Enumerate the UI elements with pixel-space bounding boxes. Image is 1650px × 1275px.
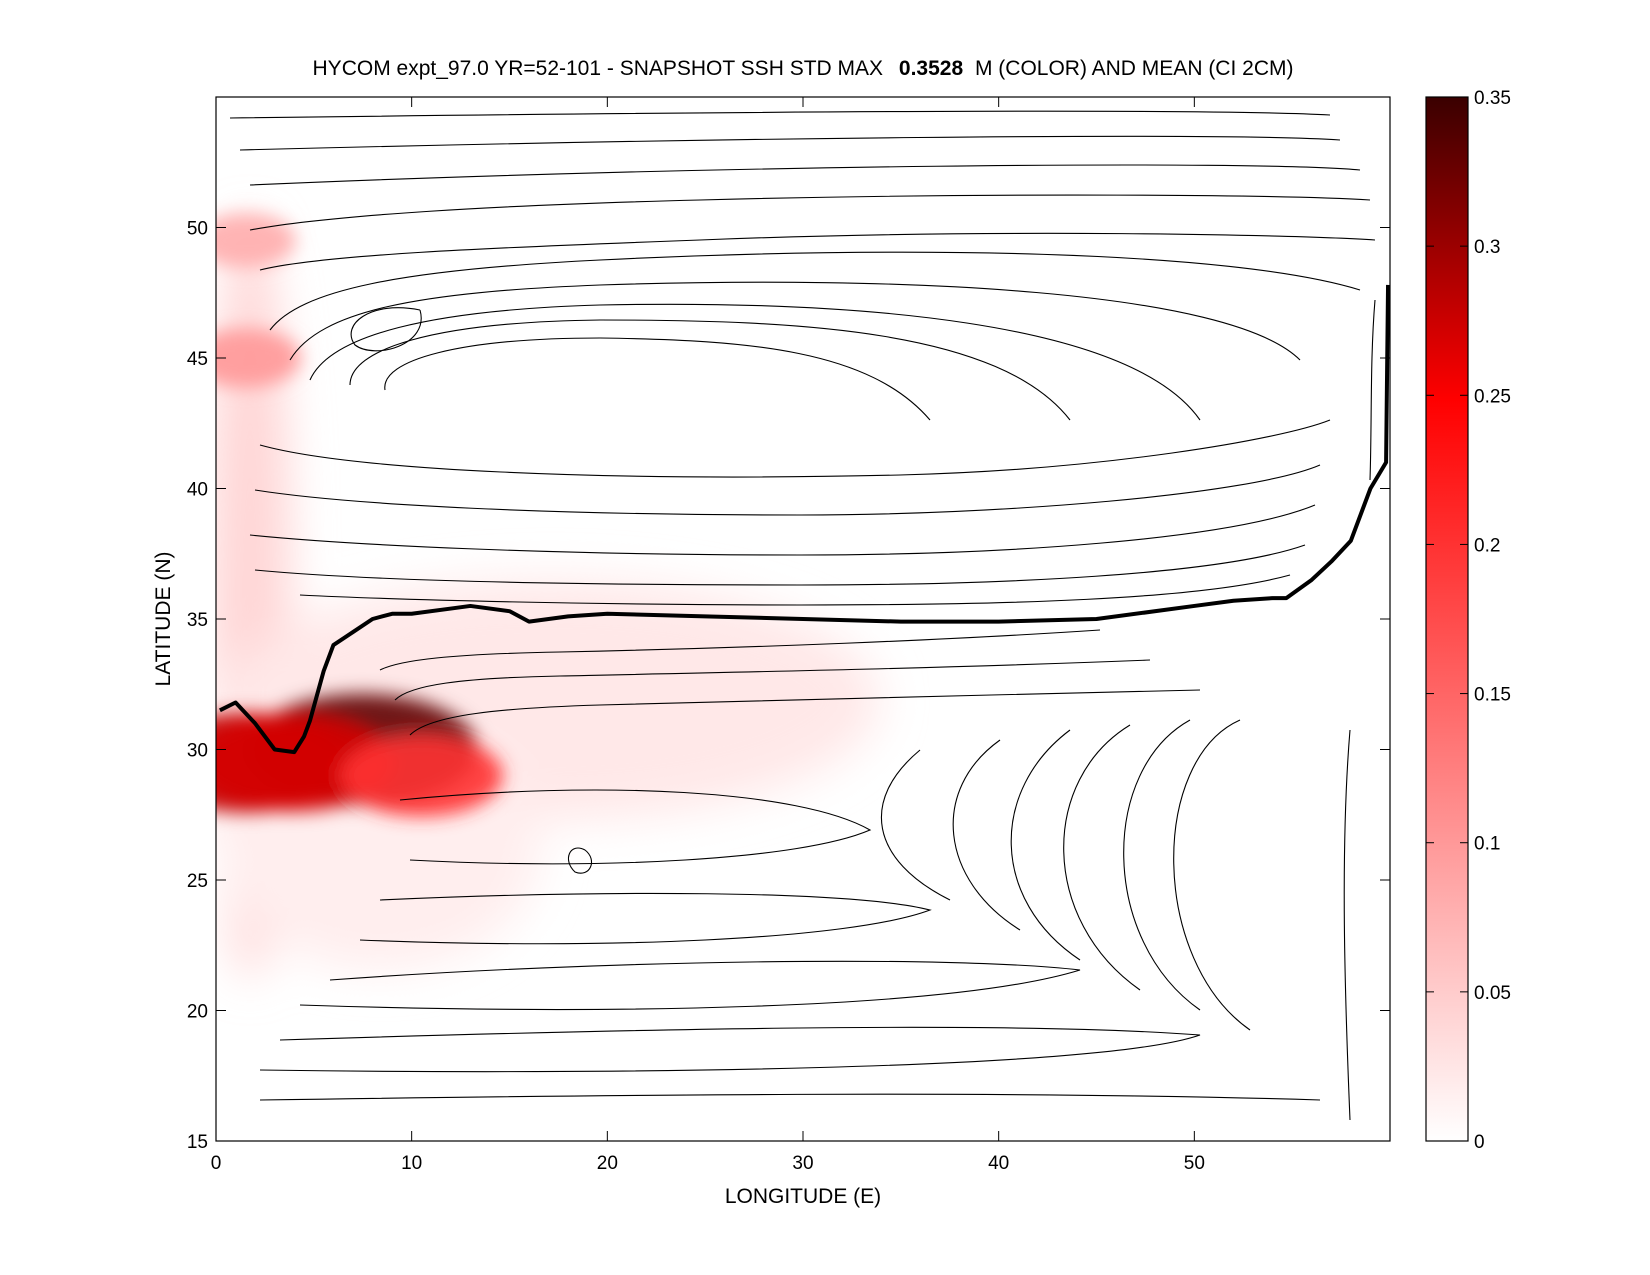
contour-line	[567, 847, 593, 874]
x-tick-label: 0	[211, 1153, 222, 1174]
y-axis: 15 20 25 30 35 40 45 50	[187, 219, 1390, 1153]
contour-line	[359, 892, 932, 945]
title-suffix: M (COLOR) AND MEAN (CI 2CM)	[975, 57, 1294, 80]
std-hotspots	[216, 213, 503, 817]
contour-line	[350, 307, 422, 352]
x-axis-label: LONGITUDE (E)	[725, 1185, 881, 1208]
y-tick-label: 15	[187, 1132, 208, 1153]
contour-line	[249, 504, 1316, 556]
colorbar-tick-label: 0.3	[1474, 237, 1500, 258]
contour-line	[254, 544, 1306, 586]
colorbar-ticks: 0 0.05 0.1 0.15 0.2 0.25 0.3 0.35	[1426, 88, 1511, 1153]
x-tick-label: 40	[988, 1153, 1009, 1174]
colorbar-tick-label: 0.05	[1474, 983, 1511, 1004]
contour-line	[269, 251, 1361, 331]
title-prefix: HYCOM expt_97.0 YR=52-101 - SNAPSHOT SSH…	[313, 57, 884, 80]
plot-area	[215, 96, 1391, 1142]
y-tick-label: 25	[187, 871, 208, 892]
contour-line	[289, 281, 1301, 361]
contour-line	[249, 194, 1371, 231]
chart-title: HYCOM expt_97.0 YR=52-101 - SNAPSHOT SSH…	[313, 57, 1294, 80]
contour-line	[952, 739, 1021, 931]
contour-line	[394, 659, 1151, 701]
contour-line	[309, 303, 1201, 421]
colorbar-tick-label: 0	[1474, 1132, 1485, 1153]
x-tick-label: 50	[1184, 1153, 1205, 1174]
contour-line	[259, 1026, 1201, 1073]
colorbar-tick-label: 0.25	[1474, 386, 1511, 407]
y-axis-label: LATITUDE (N)	[152, 552, 175, 687]
colorbar: 0 0.05 0.1 0.15 0.2 0.25 0.3 0.35	[1425, 88, 1511, 1153]
colorbar-gradient	[1425, 96, 1469, 1142]
y-tick-label: 40	[187, 480, 208, 501]
y-tick-label: 35	[187, 610, 208, 631]
contour-line	[299, 574, 1291, 606]
contour-line	[399, 789, 872, 865]
contour-line	[379, 629, 1101, 671]
x-axis: 0 10 20 30 40 50	[211, 97, 1205, 1174]
contour-line	[299, 960, 1081, 1010]
contour-line	[259, 232, 1376, 271]
contour-line	[409, 689, 1201, 736]
contour-line	[229, 110, 1331, 119]
colorbar-tick-label: 0.15	[1474, 685, 1511, 706]
contour-line	[1173, 719, 1251, 1031]
contour-line	[259, 419, 1331, 478]
contour-line	[254, 464, 1321, 516]
contour-line	[1123, 719, 1201, 1011]
y-tick-label: 30	[187, 741, 208, 762]
contour-line	[239, 135, 1341, 151]
x-tick-label: 20	[597, 1153, 618, 1174]
contour-line	[1063, 724, 1141, 991]
std-hotspot	[216, 213, 296, 268]
contour-line	[259, 1093, 1321, 1101]
y-tick-label: 20	[187, 1002, 208, 1023]
colorbar-tick-label: 0.2	[1474, 535, 1500, 556]
colorbar-tick-label: 0.1	[1474, 834, 1500, 855]
mean-ssh-contours	[229, 110, 1376, 1121]
std-hotspot	[216, 328, 302, 388]
contour-line	[880, 749, 951, 901]
x-tick-label: 10	[401, 1153, 422, 1174]
zero-mean-contour	[219, 284, 1390, 755]
contour-line	[1369, 299, 1376, 481]
y-tick-label: 50	[187, 219, 208, 240]
x-tick-label: 30	[792, 1153, 813, 1174]
contour-line	[1343, 729, 1351, 1121]
y-tick-label: 45	[187, 349, 208, 370]
colorbar-tick-label: 0.35	[1474, 88, 1511, 109]
std-hotspot	[340, 734, 503, 817]
title-max-value: 0.3528	[899, 57, 964, 80]
contour-line	[1010, 729, 1081, 961]
contour-line	[249, 164, 1361, 186]
contour-line	[384, 337, 931, 421]
